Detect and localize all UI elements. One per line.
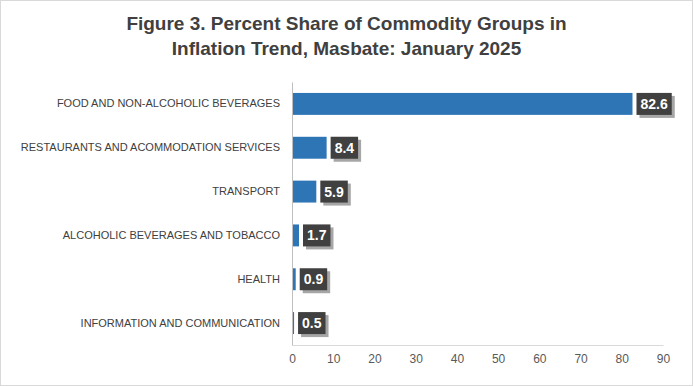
data-label-text: 1.7: [307, 227, 327, 243]
y-tick: TRANSPORT: [212, 185, 292, 197]
y-tick-label: TRANSPORT: [212, 185, 280, 197]
y-tick-label: ALCOHOLIC BEVERAGES AND TOBACCO: [63, 229, 281, 241]
chart-title: Inflation Trend, Masbate: January 2025: [172, 38, 522, 59]
y-tick-label: FOOD AND NON-ALCOHOLIC BEVERAGES: [57, 97, 280, 109]
bar: [292, 137, 327, 159]
data-label: 5.9: [320, 181, 350, 206]
bars: [292, 93, 632, 334]
x-tick-label: 40: [451, 352, 465, 366]
x-tick: 80: [616, 345, 630, 366]
y-tick-label: RESTAURANTS AND ACOMMODATION SERVICES: [21, 141, 280, 153]
y-axis-line: [292, 83, 293, 346]
x-tick: 50: [492, 345, 506, 366]
chart-title: Figure 3. Percent Share of Commodity Gro…: [126, 13, 566, 34]
x-tick-label: 20: [368, 352, 382, 366]
x-tick: 40: [451, 345, 465, 366]
data-label-box: [331, 137, 358, 159]
x-tick: 10: [327, 345, 341, 366]
x-tick: 70: [574, 345, 588, 366]
y-tick: FOOD AND NON-ALCOHOLIC BEVERAGES: [57, 97, 292, 109]
data-labels: 82.6 8.4 5.9 1.7 0.9 0.5: [298, 93, 675, 337]
x-tick: 20: [368, 345, 382, 366]
data-label-box: [636, 93, 671, 115]
y-tick: INFORMATION AND COMMUNICATION: [81, 317, 292, 329]
bar: [292, 224, 299, 246]
bar: [292, 181, 316, 203]
bar: [292, 93, 632, 115]
y-tick-label: HEALTH: [237, 273, 280, 285]
y-tick: RESTAURANTS AND ACOMMODATION SERVICES: [21, 141, 292, 153]
x-tick-label: 90: [657, 352, 671, 366]
y-axis: FOOD AND NON-ALCOHOLIC BEVERAGES RESTAURA…: [21, 83, 293, 346]
data-label-text: 8.4: [335, 140, 355, 156]
x-tick-label: 60: [533, 352, 547, 366]
data-label-text: 0.5: [302, 315, 322, 331]
data-label: 8.4: [331, 137, 361, 162]
x-tick: 0: [289, 345, 296, 366]
data-label-box: [320, 181, 347, 203]
data-label: 0.9: [300, 268, 330, 293]
x-axis: 0 10 20 30 40 50 60 70 80 90: [289, 345, 670, 366]
x-tick: 60: [533, 345, 547, 366]
data-label: 82.6: [636, 93, 674, 118]
x-tick: 30: [409, 345, 423, 366]
x-tick-label: 50: [492, 352, 506, 366]
y-tick-label: INFORMATION AND COMMUNICATION: [81, 317, 280, 329]
data-label-text: 5.9: [324, 184, 344, 200]
x-tick-label: 80: [616, 352, 630, 366]
data-label: 1.7: [303, 224, 333, 249]
chart-frame: [1, 1, 693, 386]
chart: Figure 3. Percent Share of Commodity Gro…: [0, 0, 693, 386]
data-label: 0.5: [298, 312, 328, 337]
x-tick: 90: [657, 345, 671, 366]
x-tick-label: 10: [327, 352, 341, 366]
data-label-text: 82.6: [640, 96, 667, 112]
x-axis-line: [293, 345, 664, 346]
y-tick: HEALTH: [237, 273, 292, 285]
x-tick-label: 0: [289, 352, 296, 366]
y-tick: ALCOHOLIC BEVERAGES AND TOBACCO: [63, 229, 292, 241]
data-label-text: 0.9: [304, 271, 324, 287]
x-tick-label: 30: [409, 352, 423, 366]
x-tick-label: 70: [574, 352, 588, 366]
data-label-box: [303, 224, 330, 246]
data-label-box: [300, 268, 327, 290]
data-label-box: [298, 312, 325, 334]
